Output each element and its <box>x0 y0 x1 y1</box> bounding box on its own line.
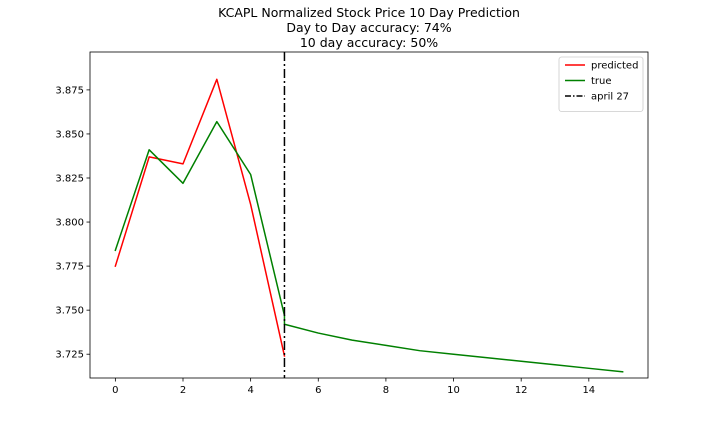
y-tick-label: 3.850 <box>55 129 84 140</box>
legend: predicted true april 27 <box>558 56 644 112</box>
series-line-true <box>114 120 624 373</box>
y-tick-label: 3.750 <box>55 306 84 317</box>
x-tick-label: 2 <box>180 385 186 396</box>
legend-label-true: true <box>591 76 612 87</box>
y-tick-label: 3.775 <box>55 262 84 273</box>
plot-area <box>114 52 624 378</box>
x-tick-label: 0 <box>112 385 118 396</box>
legend-label-predicted: predicted <box>591 61 638 72</box>
chart-title: KCAPL Normalized Stock Price 10 Day Pred… <box>218 5 520 50</box>
x-tick-label: 10 <box>447 385 460 396</box>
x-tick-label: 8 <box>383 385 389 396</box>
legend-box <box>558 56 644 112</box>
y-tick-label: 3.725 <box>55 350 84 361</box>
series-line-predicted <box>114 78 286 357</box>
chart-title-line-1: KCAPL Normalized Stock Price 10 Day Pred… <box>218 5 520 20</box>
chart-title-line-3: 10 day accuracy: 50% <box>300 35 438 50</box>
legend-label-april-27: april 27 <box>591 92 629 103</box>
x-tick-label: 6 <box>315 385 321 396</box>
y-tick-label: 3.800 <box>55 218 84 229</box>
x-tick-label: 4 <box>247 385 253 396</box>
x-tick-label: 14 <box>582 385 595 396</box>
axes: 0 2 4 6 8 10 12 14 3.725 3.750 3.775 3.800 3.825 3.85… <box>55 51 649 396</box>
axes-frame <box>89 51 649 379</box>
x-tick-label: 12 <box>515 385 528 396</box>
y-tick-label: 3.825 <box>55 173 84 184</box>
chart-title-line-2: Day to Day accuracy: 74% <box>286 20 451 35</box>
y-tick-label: 3.875 <box>55 85 84 96</box>
